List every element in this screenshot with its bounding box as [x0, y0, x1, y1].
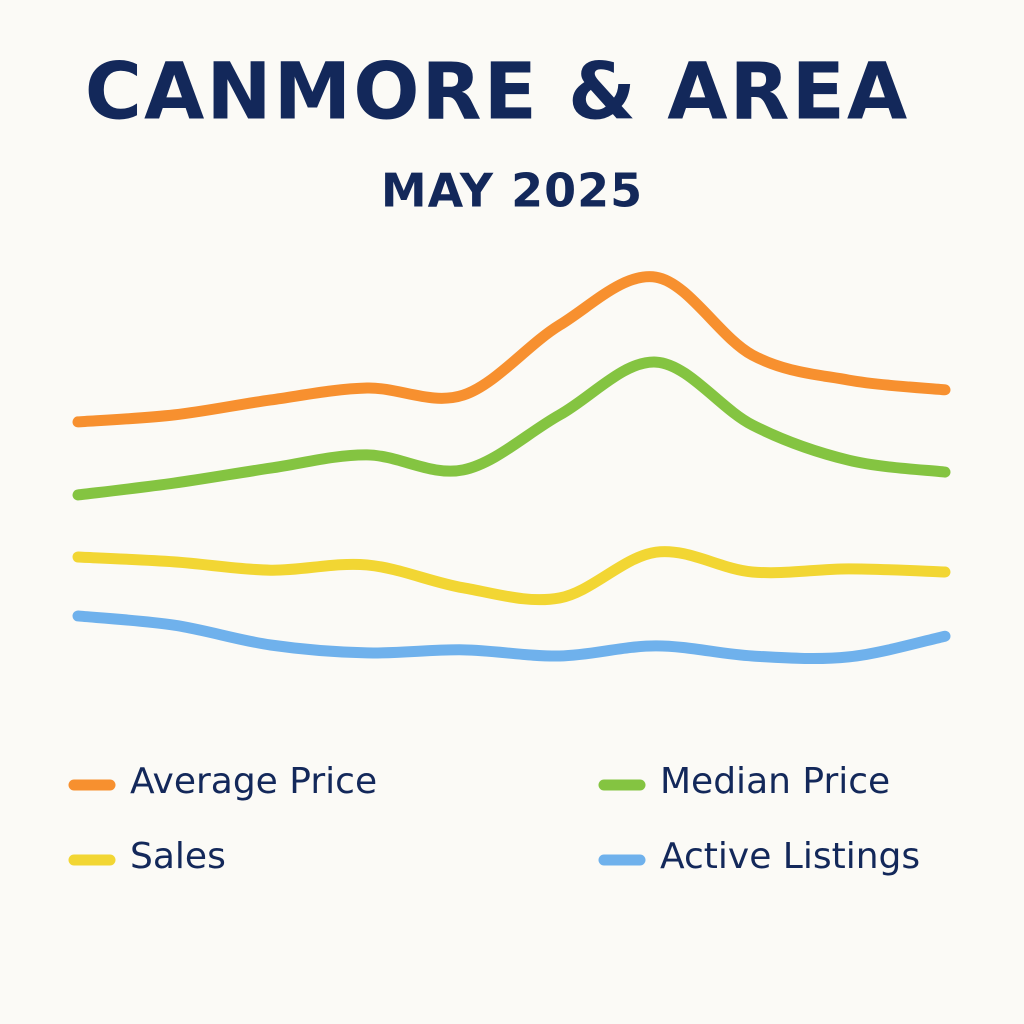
series-line: [72, 356, 951, 501]
series-line: [72, 610, 951, 665]
chart-subtitle: MAY 2025: [381, 164, 643, 218]
legend-label: Active Listings: [660, 836, 920, 877]
legend-label: Median Price: [660, 761, 890, 802]
chart-title: CANMORE & AREA: [85, 47, 910, 137]
series-line: [72, 546, 951, 606]
series-line: [72, 271, 951, 428]
legend-label: Average Price: [130, 761, 377, 802]
legend-label: Sales: [130, 836, 226, 877]
